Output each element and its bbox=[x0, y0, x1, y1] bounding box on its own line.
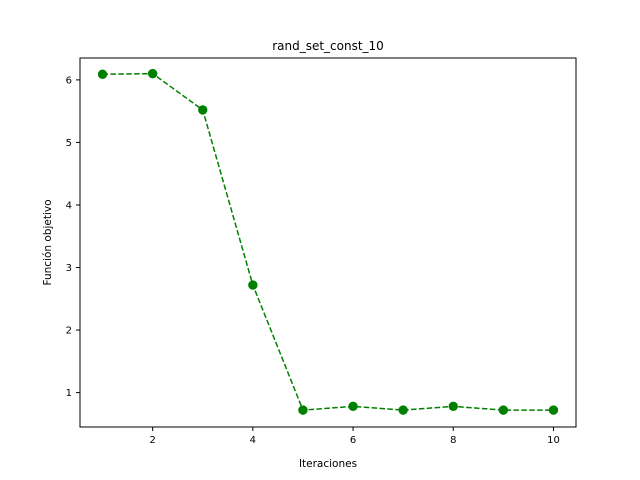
y-tick-label: 6 bbox=[66, 75, 72, 86]
data-point bbox=[147, 68, 158, 79]
series-layer bbox=[97, 68, 559, 415]
x-tick-label: 2 bbox=[149, 435, 155, 446]
x-tick-label: 6 bbox=[350, 435, 356, 446]
data-point bbox=[198, 105, 208, 115]
data-point bbox=[498, 405, 509, 415]
y-tick-label: 4 bbox=[66, 200, 72, 211]
y-axis-label: Función objetivo bbox=[42, 199, 54, 285]
x-tick-label: 4 bbox=[250, 435, 256, 446]
y-tick-label: 1 bbox=[66, 388, 72, 399]
y-tick-label: 2 bbox=[66, 326, 72, 337]
data-point bbox=[448, 401, 458, 412]
data-point bbox=[348, 401, 358, 412]
x-axis-ticks: 2 4 6 8 10 bbox=[149, 427, 560, 446]
series-line bbox=[102, 72, 554, 411]
y-tick-label: 5 bbox=[66, 138, 72, 149]
x-axis-label: Iteraciones bbox=[299, 458, 357, 470]
data-point bbox=[398, 405, 408, 415]
x-tick-label: 10 bbox=[547, 435, 560, 446]
chart-title: rand_set_const_10 bbox=[272, 39, 384, 53]
plot-area-frame bbox=[79, 57, 577, 428]
data-point bbox=[97, 69, 108, 79]
data-point bbox=[298, 405, 308, 415]
data-point bbox=[248, 280, 258, 290]
data-point bbox=[548, 405, 559, 415]
y-axis-ticks: 1 2 3 4 5 6 bbox=[66, 75, 80, 399]
y-tick-label: 3 bbox=[66, 263, 72, 274]
x-tick-label: 8 bbox=[450, 435, 456, 446]
